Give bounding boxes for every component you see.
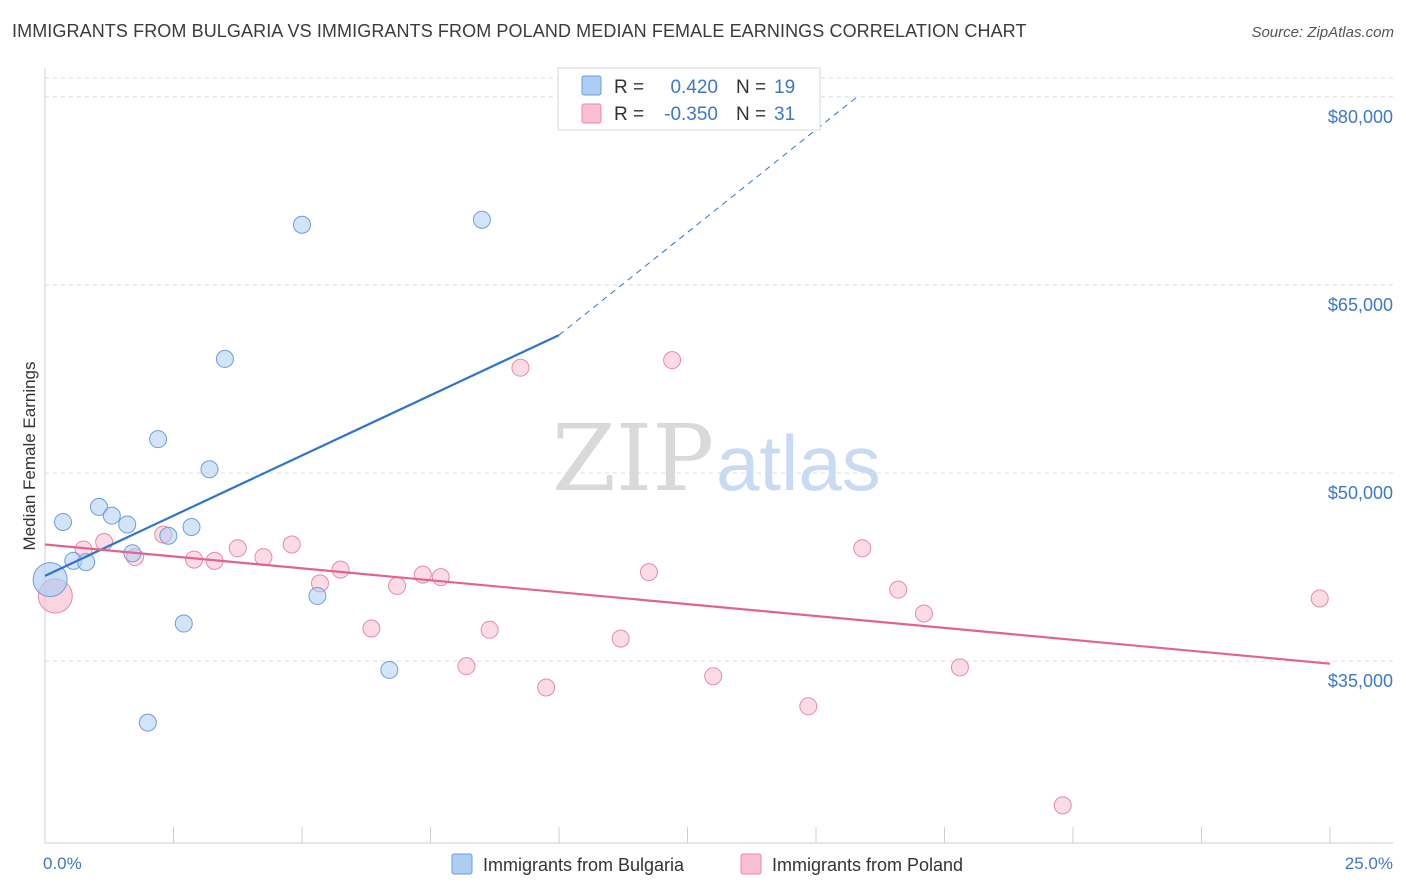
poland-point: [889, 580, 908, 599]
bulgaria-point: [53, 512, 72, 531]
poland-point: [457, 657, 476, 676]
poland-point: [704, 667, 723, 686]
poland-point: [799, 697, 818, 716]
bulgaria-point: [200, 460, 219, 479]
legend-swatch-poland: [581, 103, 602, 124]
y-tick-label: $50,000: [1328, 483, 1393, 503]
legend-top-box: [557, 67, 821, 131]
axes: [44, 68, 1393, 844]
bulgaria-point: [380, 660, 399, 679]
legend-bottom-swatch-poland: [740, 853, 762, 875]
bulgaria-point: [182, 517, 201, 536]
legend-r-value-bulgaria: 0.420: [670, 77, 718, 98]
y-tick-labels: $35,000 $50,000 $65,000 $80,000: [1328, 107, 1393, 691]
poland-point: [388, 576, 407, 595]
x-tick-labels: 0.0% 25.0%: [43, 854, 1393, 873]
poland-point: [663, 351, 682, 370]
bulgaria-point: [138, 713, 157, 732]
legend-n-value-bulgaria: 19: [774, 77, 795, 98]
legend-bottom-label-bulgaria: Immigrants from Bulgaria: [483, 855, 685, 875]
legend-swatch-bulgaria: [581, 75, 602, 96]
y-axis-label: Median Female Earnings: [20, 362, 39, 551]
legend-r-value-poland: -0.350: [664, 104, 718, 125]
bulgaria-point: [472, 210, 491, 229]
x-tick-label: 0.0%: [43, 854, 82, 873]
chart-title: IMMIGRANTS FROM BULGARIA VS IMMIGRANTS F…: [12, 21, 1027, 41]
gridlines: [45, 77, 1393, 662]
poland-point: [537, 678, 556, 697]
poland-point: [480, 620, 499, 639]
poland-point: [639, 563, 658, 582]
legend-bottom-label-poland: Immigrants from Poland: [772, 855, 963, 875]
poland-point: [1310, 589, 1329, 608]
y-tick-label: $35,000: [1328, 671, 1393, 691]
bulgaria-point: [102, 506, 121, 525]
legend-n-value-poland: 31: [774, 104, 795, 125]
bulgaria-point: [32, 562, 68, 598]
bulgaria-point: [308, 586, 327, 605]
legend-bottom-swatch-bulgaria: [451, 853, 473, 875]
trend-lines: [44, 96, 1331, 665]
legend-bottom: Immigrants from Bulgaria Immigrants from…: [451, 853, 963, 875]
poland-point: [1053, 796, 1072, 815]
bulgaria-point: [174, 614, 193, 633]
poland-point: [431, 568, 450, 587]
poland-point: [228, 539, 247, 558]
bulgaria-point: [215, 349, 234, 368]
bulgaria-points: [32, 210, 491, 732]
source-credit: Source: ZipAtlas.com: [1251, 24, 1394, 41]
x-tick-label: 25.0%: [1345, 854, 1393, 873]
bulgaria-trend-extension: [558, 96, 858, 336]
legend-n-label-bulgaria: N =: [736, 77, 766, 98]
legend-r-label-poland: R =: [614, 104, 644, 125]
bulgaria-point: [159, 526, 178, 545]
bulgaria-trend-line: [44, 334, 560, 577]
legend-n-label-poland: N =: [736, 104, 766, 125]
watermark: ZIP atlas: [552, 405, 881, 512]
poland-point: [362, 619, 381, 638]
bulgaria-point: [293, 215, 311, 234]
poland-trend-line: [44, 543, 1331, 665]
bulgaria-point: [149, 430, 168, 449]
watermark-zip: ZIP: [552, 405, 714, 512]
watermark-atlas: atlas: [716, 419, 881, 507]
legend-top: R = 0.420 N = 19 R = -0.350 N = 31: [557, 67, 821, 131]
poland-point: [331, 560, 350, 579]
y-tick-label: $65,000: [1328, 295, 1393, 315]
poland-point: [611, 629, 630, 648]
poland-point: [511, 358, 530, 377]
y-tick-label: $80,000: [1328, 107, 1393, 127]
bulgaria-point: [118, 515, 137, 534]
poland-point: [853, 539, 872, 558]
poland-point: [914, 604, 933, 623]
legend-r-label-bulgaria: R =: [614, 77, 644, 98]
poland-point: [254, 548, 273, 567]
bulgaria-point: [89, 497, 108, 516]
poland-point: [950, 658, 969, 677]
poland-point: [282, 535, 301, 554]
